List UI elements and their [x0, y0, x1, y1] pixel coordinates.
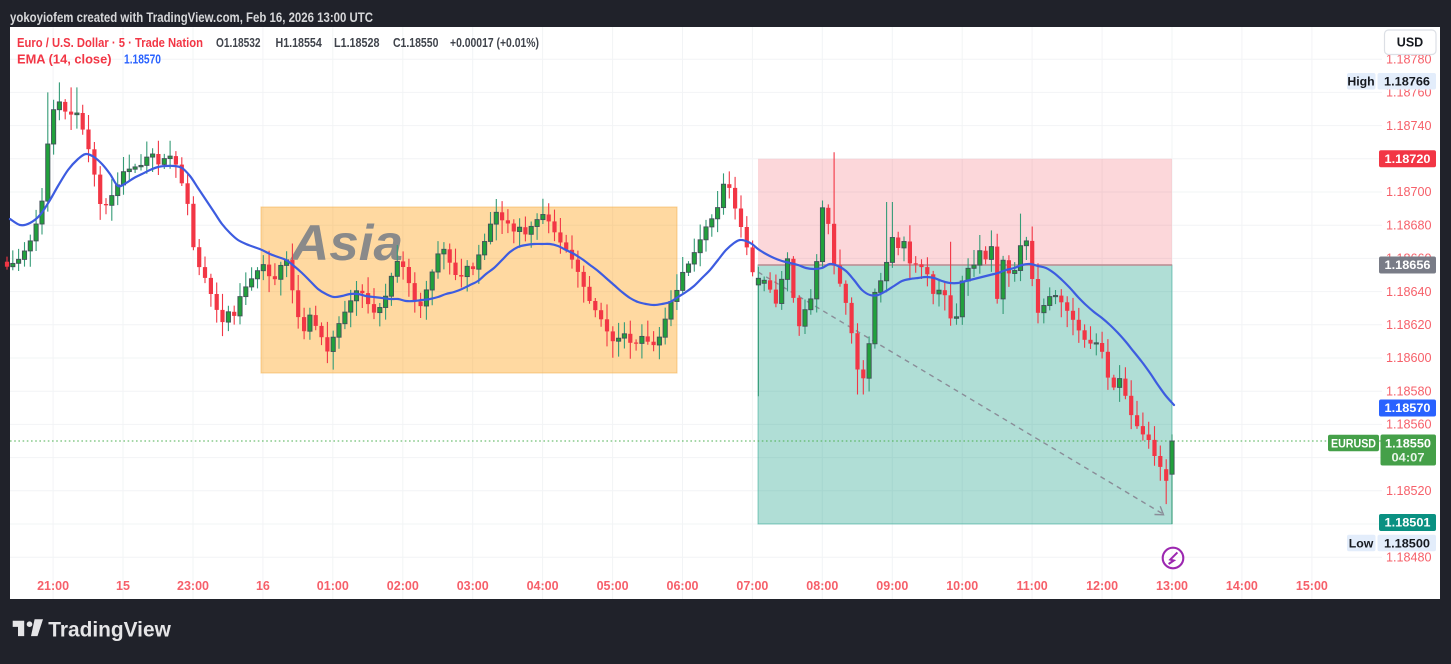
svg-text:+0.00017 (+0.01%): +0.00017 (+0.01%) [450, 35, 539, 50]
svg-text:1.18640: 1.18640 [1386, 285, 1432, 299]
svg-text:05:00: 05:00 [597, 579, 629, 593]
svg-text:1.18780: 1.18780 [1386, 52, 1432, 66]
svg-text:yokoyiofem created with Tradin: yokoyiofem created with TradingView.com,… [10, 10, 373, 25]
svg-text:1.18500: 1.18500 [1384, 536, 1430, 550]
svg-text:15:00: 15:00 [1296, 579, 1328, 593]
svg-text:13:00: 13:00 [1156, 579, 1188, 593]
svg-text:1.18700: 1.18700 [1386, 185, 1432, 199]
svg-text:04:07: 04:07 [1392, 450, 1425, 464]
svg-text:1.18740: 1.18740 [1386, 119, 1432, 133]
svg-text:1.18600: 1.18600 [1386, 351, 1432, 365]
svg-text:H1.18554: H1.18554 [276, 35, 323, 50]
svg-text:1.18656: 1.18656 [1385, 258, 1431, 272]
svg-text:1.18550: 1.18550 [1385, 436, 1431, 450]
svg-text:1.18680: 1.18680 [1386, 218, 1432, 232]
svg-text:14:00: 14:00 [1226, 579, 1258, 593]
svg-text:03:00: 03:00 [457, 579, 489, 593]
svg-text:06:00: 06:00 [667, 579, 699, 593]
svg-text:21:00: 21:00 [37, 579, 69, 593]
svg-text:1.18570: 1.18570 [124, 52, 161, 67]
svg-text:1.18570: 1.18570 [1385, 401, 1431, 415]
svg-text:EURUSD: EURUSD [1331, 436, 1376, 450]
svg-text:1.18560: 1.18560 [1386, 418, 1432, 432]
svg-text:1.18480: 1.18480 [1386, 550, 1432, 564]
svg-text:15: 15 [116, 579, 130, 593]
svg-text:10:00: 10:00 [946, 579, 978, 593]
svg-text:C1.18550: C1.18550 [393, 35, 438, 50]
svg-text:Euro / U.S. Dollar · 5 · Trade: Euro / U.S. Dollar · 5 · Trade Nation [17, 35, 203, 50]
svg-text:TradingView: TradingView [48, 617, 171, 641]
svg-text:04:00: 04:00 [527, 579, 559, 593]
svg-text:16: 16 [256, 579, 270, 593]
svg-text:High: High [1347, 75, 1374, 89]
svg-text:08:00: 08:00 [806, 579, 838, 593]
svg-text:1.18620: 1.18620 [1386, 318, 1432, 332]
svg-text:12:00: 12:00 [1086, 579, 1118, 593]
svg-text:Asia: Asia [289, 215, 403, 271]
svg-text:23:00: 23:00 [177, 579, 209, 593]
svg-text:1.18501: 1.18501 [1385, 516, 1431, 530]
svg-text:O1.18532: O1.18532 [216, 35, 261, 50]
svg-text:1.18520: 1.18520 [1386, 484, 1432, 498]
svg-text:1.18580: 1.18580 [1386, 384, 1432, 398]
svg-text:11:00: 11:00 [1016, 579, 1047, 593]
svg-text:EMA (14, close): EMA (14, close) [17, 52, 112, 67]
svg-text:07:00: 07:00 [736, 579, 768, 593]
svg-text:02:00: 02:00 [387, 579, 419, 593]
svg-text:01:00: 01:00 [317, 579, 349, 593]
svg-text:L1.18528: L1.18528 [334, 35, 380, 50]
svg-text:1.18720: 1.18720 [1385, 152, 1431, 166]
svg-text:Low: Low [1349, 536, 1374, 550]
svg-text:1.18766: 1.18766 [1384, 75, 1430, 89]
svg-text:09:00: 09:00 [876, 579, 908, 593]
svg-text:USD: USD [1397, 36, 1423, 50]
